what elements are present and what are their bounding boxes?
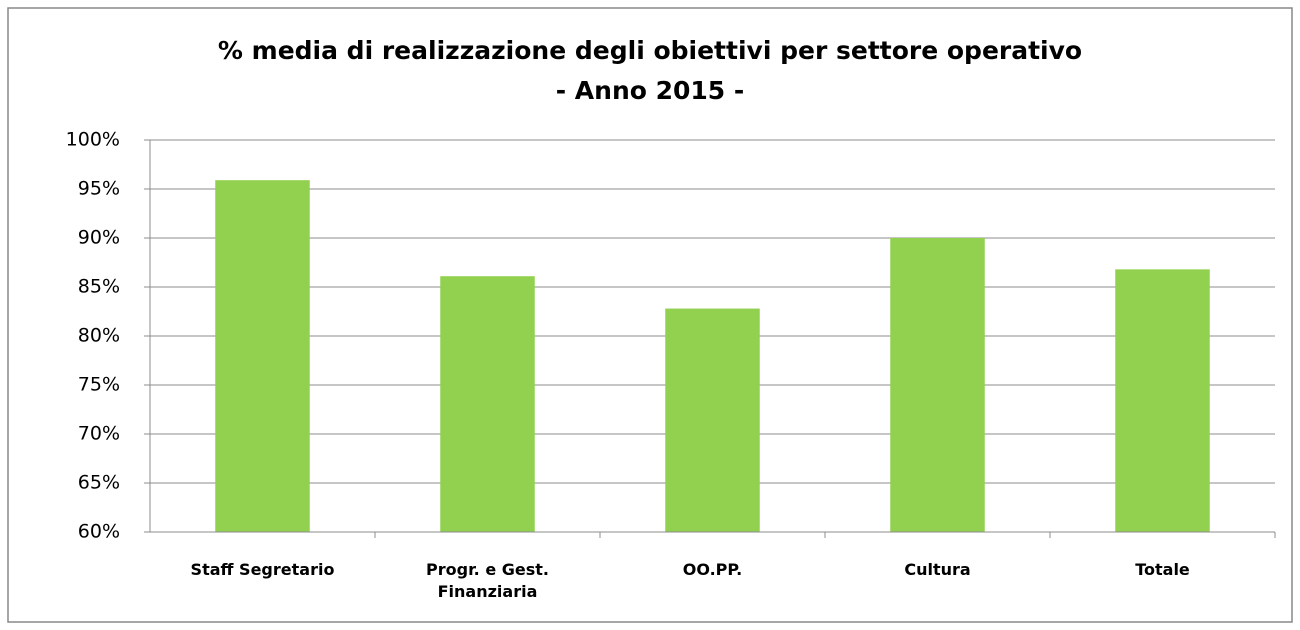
bar	[665, 308, 760, 532]
y-tick-label: 85%	[78, 276, 120, 298]
bar	[1115, 269, 1210, 532]
y-tick-label: 70%	[78, 423, 120, 445]
y-tick-label: 95%	[78, 178, 120, 200]
x-tick-label: Staff Segretario	[190, 560, 335, 579]
x-tick-label: Cultura	[904, 560, 971, 579]
x-tick-label: Totale	[1135, 560, 1190, 579]
chart-title: % media di realizzazione degli obiettivi…	[218, 36, 1082, 65]
y-tick-label: 100%	[66, 129, 120, 151]
chart-subtitle: - Anno 2015 -	[556, 76, 745, 105]
bar	[890, 238, 985, 532]
y-tick-label: 90%	[78, 227, 120, 249]
y-tick-label: 60%	[78, 521, 120, 543]
y-tick-label: 75%	[78, 374, 120, 396]
x-tick-label: OO.PP.	[682, 560, 743, 579]
bar	[440, 276, 535, 532]
y-tick-label: 80%	[78, 325, 120, 347]
x-tick-label: Progr. e Gest. Finanziaria	[426, 560, 549, 601]
y-tick-label: 65%	[78, 472, 120, 494]
bar	[215, 180, 310, 532]
